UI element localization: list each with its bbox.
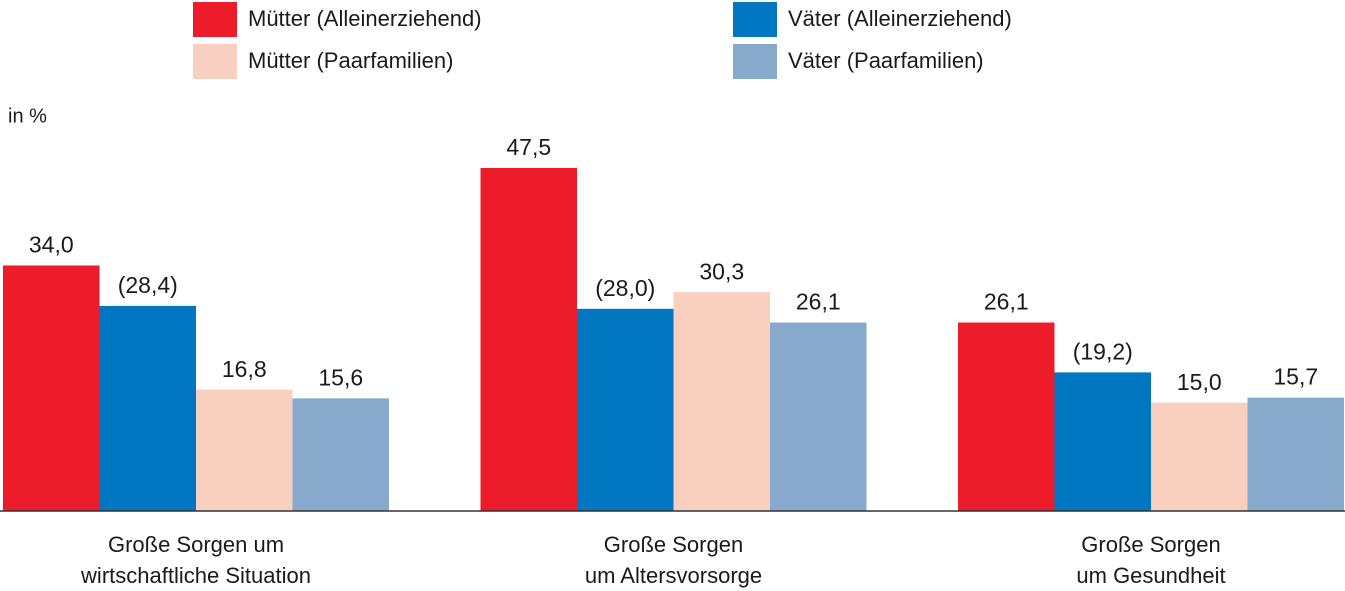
value-label: 15,7 — [1273, 364, 1318, 390]
legend-label: Mütter (Alleinerziehend) — [248, 6, 482, 31]
bar — [1054, 372, 1151, 511]
value-label: (28,4) — [118, 272, 178, 298]
value-label: 34,0 — [29, 232, 74, 258]
unit-label: in % — [8, 105, 47, 127]
value-label: 15,6 — [318, 364, 363, 390]
category-label: Große Sorgen um — [108, 532, 284, 557]
value-label: (19,2) — [1073, 338, 1133, 364]
bar — [99, 305, 196, 511]
legend-swatch — [733, 2, 777, 37]
bar — [958, 322, 1055, 511]
value-label: 47,5 — [506, 134, 551, 160]
value-label: 30,3 — [699, 258, 744, 284]
bar — [3, 265, 100, 511]
value-label: (28,0) — [595, 275, 655, 301]
bar — [480, 168, 577, 511]
legend-swatch — [193, 2, 237, 37]
legend-label: Mütter (Paarfamilien) — [248, 48, 453, 73]
bar — [673, 292, 770, 511]
category-label: Große Sorgen — [1081, 532, 1220, 557]
bar — [1151, 402, 1248, 511]
category-label: um Altersvorsorge — [585, 563, 762, 588]
legend-swatch — [733, 44, 777, 79]
bar — [770, 322, 867, 511]
value-label: 16,8 — [222, 356, 267, 382]
bar — [1247, 397, 1344, 511]
category-label: um Gesundheit — [1076, 563, 1225, 588]
value-label: 26,1 — [984, 289, 1029, 315]
legend-swatch — [193, 44, 237, 79]
bar — [577, 308, 674, 511]
legend-label: Väter (Paarfamilien) — [788, 48, 984, 73]
bar — [292, 398, 389, 511]
category-label: wirtschaftliche Situation — [80, 563, 311, 588]
category-label: Große Sorgen — [604, 532, 743, 557]
legend-label: Väter (Alleinerziehend) — [788, 6, 1012, 31]
value-label: 15,0 — [1177, 369, 1222, 395]
value-label: 26,1 — [796, 289, 841, 315]
bar — [196, 389, 293, 511]
